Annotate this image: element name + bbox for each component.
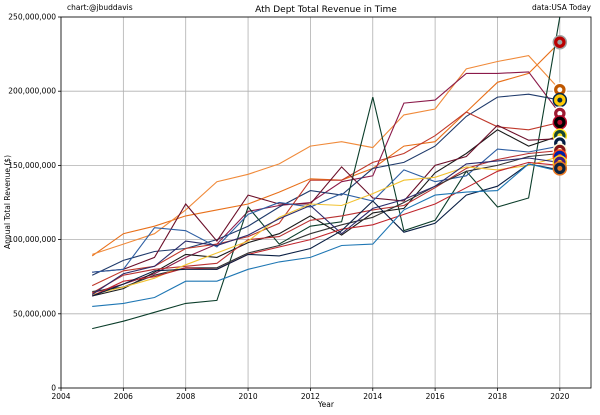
y-axis-ticks: 0 50,000,000 100,000,000 150,000,000 200,000… [8, 13, 61, 393]
x-axis-label: Year [317, 400, 335, 409]
y-axis-label: Annual Total Revenue ($) [3, 155, 12, 249]
auburn-logo [552, 161, 568, 176]
series-line-8 [92, 124, 560, 273]
x-tick-label: 2004 [51, 392, 70, 401]
y-tick-label: 100,000,000 [8, 235, 56, 244]
series-line-2 [92, 55, 561, 255]
series-line-6 [92, 16, 561, 330]
ohio-state-logo [552, 34, 568, 50]
chart-credit: chart:@jbuddavis [67, 3, 133, 12]
series-line-1 [91, 41, 561, 257]
series-line-4 [91, 93, 560, 276]
michigan-logo [552, 92, 568, 108]
series-line-13 [91, 157, 560, 295]
x-tick-label: 2016 [426, 392, 445, 401]
x-tick-label: 2010 [239, 392, 258, 401]
x-axis-ticks: 2004 2006 2008 2010 2012 2014 2016 2018 2020 [51, 388, 570, 401]
y-tick-label: 250,000,000 [8, 13, 56, 22]
x-tick-label: 2012 [301, 392, 320, 401]
series-line-5 [91, 111, 560, 287]
georgia-logo [552, 115, 568, 130]
chart-title: Ath Dept Total Revenue in Time [255, 5, 397, 15]
data-credit: data:USA Today [532, 3, 592, 12]
y-tick-label: 50,000,000 [13, 309, 56, 318]
series-lines [91, 16, 561, 330]
y-tick-label: 150,000,000 [8, 161, 56, 170]
team-logos [552, 34, 568, 176]
series-line-16 [92, 163, 560, 307]
y-tick-label: 200,000,000 [8, 87, 56, 96]
x-tick-label: 2006 [114, 392, 133, 401]
series-line-3 [92, 71, 561, 294]
x-tick-label: 2008 [176, 392, 195, 401]
series-line-12 [92, 155, 560, 296]
series-line-10 [91, 150, 560, 294]
x-tick-label: 2014 [363, 392, 382, 401]
y-tick-label: 0 [51, 384, 56, 393]
series-line-14 [91, 161, 560, 297]
x-tick-label: 2018 [488, 392, 507, 401]
x-tick-label: 2020 [550, 392, 569, 401]
series-line-15 [92, 163, 560, 297]
plot-frame [60, 16, 592, 389]
series-line-7 [92, 129, 560, 297]
